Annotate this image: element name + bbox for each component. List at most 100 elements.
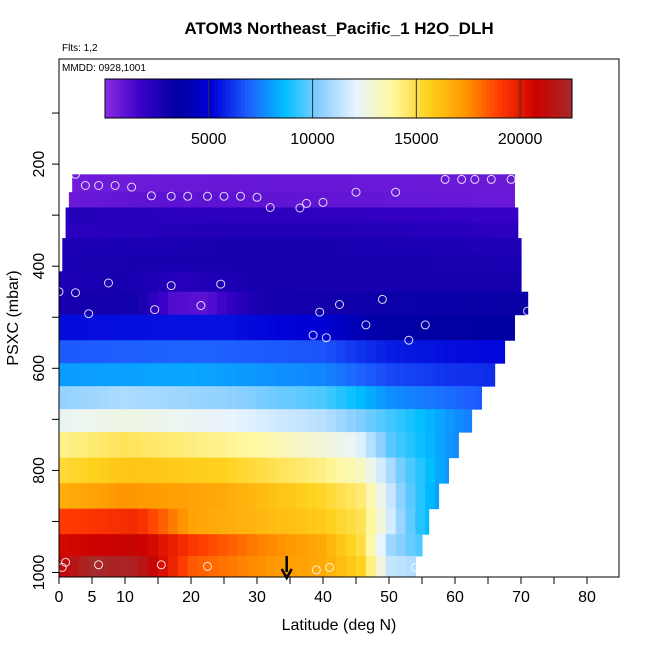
heatmap-cell xyxy=(511,222,519,239)
heatmap-cell xyxy=(266,457,278,484)
heatmap-cell xyxy=(207,386,218,410)
heatmap-cell xyxy=(415,271,426,293)
heatmap-cell xyxy=(207,555,218,578)
heatmap-cell xyxy=(329,174,341,193)
heatmap-cell xyxy=(336,314,347,341)
heatmap-cell xyxy=(372,222,383,239)
heatmap-cell xyxy=(336,457,347,484)
heatmap-cell xyxy=(435,363,446,387)
heatmap-cell xyxy=(336,340,347,364)
heatmap-cell xyxy=(303,207,314,224)
heatmap-cell xyxy=(181,253,192,272)
heatmap-cell xyxy=(158,386,169,410)
heatmap-cell xyxy=(257,192,268,208)
heatmap-cell xyxy=(88,432,100,459)
heatmap-cell xyxy=(425,483,436,510)
heatmap-cell xyxy=(365,457,377,484)
heatmap-cell xyxy=(415,483,426,510)
heatmap-cell xyxy=(501,207,512,224)
heatmap-cell xyxy=(356,409,367,433)
colorbar-swatch xyxy=(334,79,339,118)
heatmap-cell xyxy=(257,555,268,578)
heatmap-cell xyxy=(326,409,337,433)
heatmap-cell xyxy=(217,534,228,557)
heatmap-cell xyxy=(276,340,288,364)
heatmap-row xyxy=(59,555,416,578)
heatmap-cell xyxy=(445,386,456,410)
heatmap-cell xyxy=(382,222,393,239)
heatmap-cell xyxy=(276,457,288,484)
heatmap-cell xyxy=(250,238,261,254)
heatmap-cell xyxy=(184,207,195,224)
heatmap-cell xyxy=(276,555,288,578)
colorbar-swatch xyxy=(284,79,289,118)
heatmap-cell xyxy=(78,386,90,410)
heatmap-cell xyxy=(266,483,278,510)
heatmap-cell xyxy=(217,386,228,410)
heatmap-cell xyxy=(504,291,515,316)
heatmap-cell xyxy=(375,508,387,535)
heatmap-cell xyxy=(395,386,407,410)
heatmap-cell xyxy=(243,207,255,224)
heatmap-cell xyxy=(484,340,496,364)
heatmap-cell xyxy=(98,271,110,293)
colorbar-swatch xyxy=(198,79,203,118)
heatmap-cell xyxy=(68,363,80,387)
heatmap-cell xyxy=(306,386,317,410)
heatmap-cell xyxy=(438,253,449,272)
heatmap-cell xyxy=(59,363,70,387)
observation-point xyxy=(236,191,245,201)
colorbar-swatch xyxy=(233,79,238,118)
heatmap-cell xyxy=(177,192,189,208)
observation-point xyxy=(404,335,414,345)
heatmap-cell xyxy=(167,409,179,433)
heatmap-cell xyxy=(138,192,149,208)
heatmap-cell xyxy=(395,409,407,433)
heatmap-cell xyxy=(306,457,317,484)
heatmap-cell xyxy=(247,483,258,510)
heatmap-cell xyxy=(405,483,416,510)
colorbar-swatch xyxy=(163,79,168,118)
heatmap-cell xyxy=(524,291,529,316)
heatmap-cell xyxy=(217,340,228,364)
heatmap-cell xyxy=(237,386,248,410)
heatmap-cell xyxy=(197,192,209,208)
colorbar-swatch xyxy=(299,79,304,118)
heatmap-cell xyxy=(75,222,86,239)
heatmap-cell xyxy=(214,222,225,239)
heatmap-row xyxy=(59,457,449,484)
observation-point xyxy=(219,191,229,201)
heatmap-cell xyxy=(405,314,416,341)
colorbar-swatch xyxy=(568,79,573,118)
colorbar-swatch xyxy=(167,79,172,118)
heatmap-row xyxy=(65,207,519,224)
heatmap-cell xyxy=(326,192,337,208)
heatmap-cell xyxy=(108,409,119,433)
observation-point xyxy=(127,162,137,172)
heatmap-cell xyxy=(415,386,426,410)
heatmap-cell xyxy=(128,432,139,459)
heatmap-cell xyxy=(108,386,119,410)
heatmap-cell xyxy=(286,192,298,208)
heatmap-cell xyxy=(59,291,70,316)
heatmap-cell xyxy=(369,238,380,254)
heatmap-cell xyxy=(227,291,238,316)
heatmap-cell xyxy=(167,314,179,341)
colorbar-swatch xyxy=(447,79,452,118)
colorbar-swatch xyxy=(248,79,254,118)
heatmap-cell xyxy=(286,508,298,535)
heatmap-cell xyxy=(121,174,133,193)
heatmap-cell xyxy=(385,314,397,341)
heatmap-cell xyxy=(68,314,80,341)
heatmap-cell xyxy=(425,508,430,535)
heatmap-cell xyxy=(260,174,271,193)
heatmap-cell xyxy=(217,409,228,433)
heatmap-cell xyxy=(365,314,377,341)
colorbar-swatch xyxy=(536,79,542,118)
heatmap-cell xyxy=(319,238,331,254)
colorbar-swatch xyxy=(396,79,402,118)
colorbar-swatch xyxy=(540,79,546,118)
heatmap-cell xyxy=(237,409,248,433)
observation-point xyxy=(391,187,401,197)
